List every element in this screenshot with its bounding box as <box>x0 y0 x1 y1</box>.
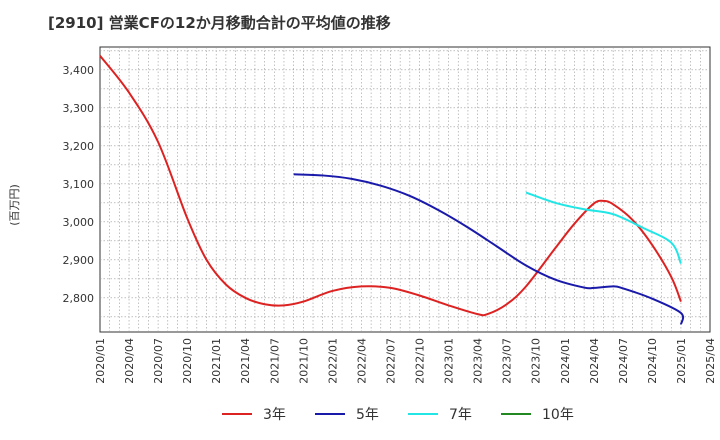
x-tick-label: 2020/01 <box>94 338 107 384</box>
x-tick-label: 2022/04 <box>355 338 368 384</box>
y-tick-label: 3,000 <box>63 216 95 229</box>
legend-label: 10年 <box>542 407 574 423</box>
x-tick-label: 2022/01 <box>326 338 339 384</box>
legend: 3年 5年 7年 10年 <box>222 407 574 423</box>
y-tick-label: 2,900 <box>63 254 95 267</box>
x-tick-label: 2022/07 <box>384 338 397 384</box>
x-tick-label: 2020/04 <box>123 338 136 384</box>
x-tick-label: 2023/01 <box>443 338 456 384</box>
x-tick-label: 2024/01 <box>559 338 572 384</box>
x-tick-label: 2024/07 <box>617 338 630 384</box>
x-tick-label: 2024/04 <box>588 338 601 384</box>
y-tick-label: 3,300 <box>63 102 95 115</box>
x-tick-label: 2021/07 <box>268 338 281 384</box>
x-tick-label: 2021/04 <box>239 338 252 384</box>
legend-label: 3年 <box>263 407 286 423</box>
y-tick-label: 3,200 <box>63 140 95 153</box>
axes-layer: 2,800 2,900 3,000 3,100 3,200 3,300 3,400 2020/… <box>63 64 718 384</box>
x-tick-label: 2025/04 <box>704 338 717 384</box>
grid-layer <box>99 46 711 333</box>
x-tick-label: 2020/07 <box>152 338 165 384</box>
x-tick-label: 2023/10 <box>530 338 543 384</box>
x-tick-label: 2022/10 <box>414 338 427 384</box>
plot-area <box>99 46 711 333</box>
series-line-2 <box>293 173 685 325</box>
y-tick-label: 2,800 <box>63 292 95 305</box>
y-axis-label: (百万円) <box>8 184 21 226</box>
legend-label: 7年 <box>449 407 472 423</box>
legend-label: 5年 <box>356 407 379 423</box>
x-tick-label: 2024/10 <box>646 338 659 384</box>
x-tick-label: 2023/07 <box>501 338 514 384</box>
series-line-3 <box>525 191 682 265</box>
series-layer <box>99 55 685 325</box>
x-tick-label: 2020/10 <box>181 338 194 384</box>
x-tick-label: 2025/01 <box>675 338 688 384</box>
y-tick-label: 3,400 <box>63 64 95 77</box>
x-tick-label: 2021/10 <box>297 338 310 384</box>
x-tick-label: 2023/04 <box>472 338 485 384</box>
series-line-1 <box>99 55 682 317</box>
chart-title: [2910] 営業CFの12か月移動合計の平均値の推移 <box>48 14 391 32</box>
x-tick-label: 2021/01 <box>210 338 223 384</box>
y-tick-label: 3,100 <box>63 178 95 191</box>
